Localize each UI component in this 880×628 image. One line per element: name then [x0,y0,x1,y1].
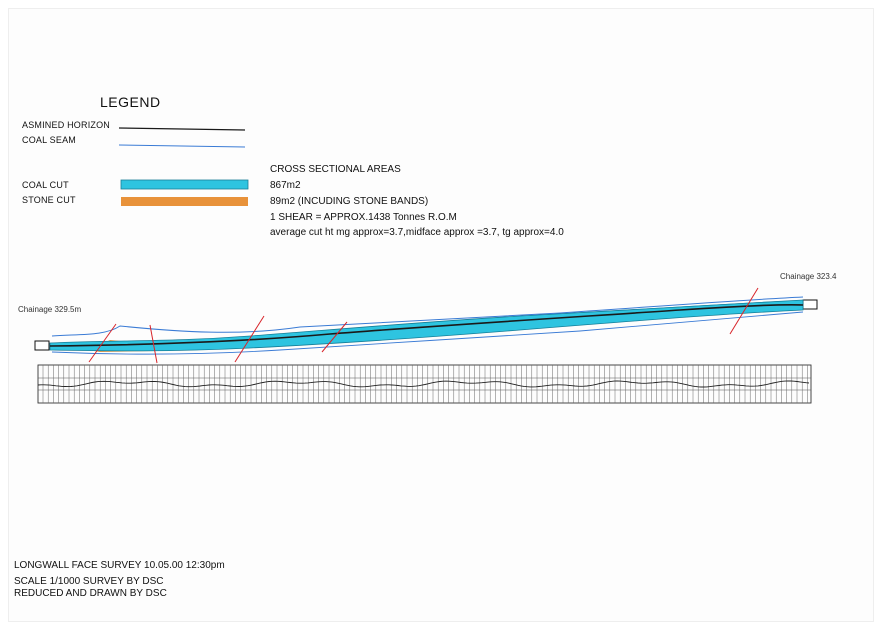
survey-scale: SCALE 1/1000 SURVEY BY DSC [14,576,164,587]
shear-marks [88,287,759,364]
cross-sectional-areas-title: CROSS SECTIONAL AREAS [270,164,401,175]
maingate-end-block [34,340,50,351]
legend-swatch-asmined-horizon [118,127,246,131]
profile-survey-trace [37,380,810,388]
shear-mark [321,321,348,353]
coal-seam-floor-line [51,311,804,355]
shear-mark [234,315,265,363]
shear-tonnage: 1 SHEAR = APPROX.1438 Tonnes R.O.M [270,212,457,223]
legend-title: LEGEND [100,94,161,110]
legend-swatch-coal-cut [120,179,249,190]
profile-grid-border [37,364,812,404]
coal-cut-area: 867m2 [270,180,301,191]
asmined-horizon-line [49,303,804,347]
legend-swatch-coal-seam [118,144,246,148]
legend-label-stone-cut: STONE CUT [22,195,76,205]
shear-mark [149,324,158,364]
coal-seam-roof-line [51,296,804,337]
survey-drawn-by: REDUCED AND DRAWN BY DSC [14,588,167,599]
coal-cut-band [49,299,804,352]
tailgate-end-block [802,299,818,310]
chainage-right-label: Chainage 323.4 [780,272,837,281]
legend-label-asmined-horizon: ASMINED HORIZON [22,120,111,130]
profile-grid-strip [37,364,812,404]
shear-mark [88,323,117,363]
shear-mark [729,287,759,335]
legend-label-coal-cut: COAL CUT [22,180,69,190]
average-cut-height: average cut ht mg approx=3.7,midface app… [270,227,564,238]
chainage-left-label: Chainage 329.5m [18,305,82,314]
drawing-sheet [8,8,874,622]
legend-label-coal-seam: COAL SEAM [22,135,76,145]
survey-title: LONGWALL FACE SURVEY 10.05.00 12:30pm [14,560,225,571]
stone-cut-area: 89m2 (INCUDING STONE BANDS) [270,196,429,207]
legend-swatch-stone-cut [121,197,248,206]
